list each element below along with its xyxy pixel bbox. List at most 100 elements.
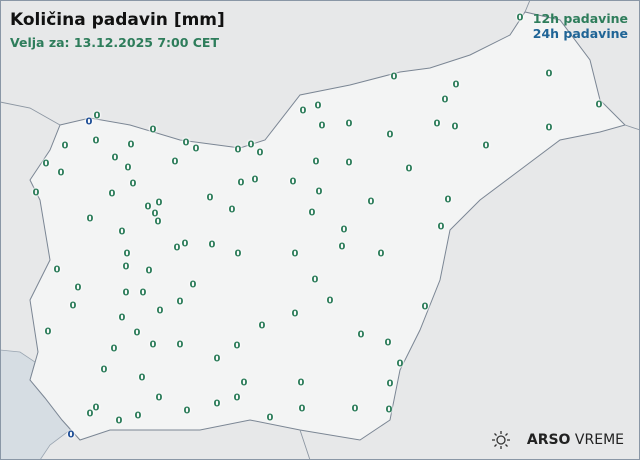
station-value-12h[interactable]: 0 <box>134 410 142 422</box>
station-value-12h[interactable]: 0 <box>266 412 274 424</box>
station-value-12h[interactable]: 0 <box>345 157 353 169</box>
station-value-12h[interactable]: 0 <box>338 241 346 253</box>
station-value-12h[interactable]: 0 <box>386 129 394 141</box>
station-value-12h[interactable]: 0 <box>291 308 299 320</box>
station-value-12h[interactable]: 0 <box>182 137 190 149</box>
station-value-12h[interactable]: 0 <box>234 144 242 156</box>
station-value-12h[interactable]: 0 <box>367 196 375 208</box>
station-value-12h[interactable]: 0 <box>340 224 348 236</box>
station-value-12h[interactable]: 0 <box>44 326 52 338</box>
station-value-12h[interactable]: 0 <box>57 167 65 179</box>
station-value-12h[interactable]: 0 <box>318 120 326 132</box>
station-value-24h[interactable]: 0 <box>67 429 75 441</box>
station-value-12h[interactable]: 0 <box>93 110 101 122</box>
station-value-12h[interactable]: 0 <box>377 248 385 260</box>
station-value-12h[interactable]: 0 <box>345 118 353 130</box>
station-value-12h[interactable]: 0 <box>247 139 255 151</box>
station-value-12h[interactable]: 0 <box>311 274 319 286</box>
station-value-12h[interactable]: 0 <box>437 221 445 233</box>
station-value-12h[interactable]: 0 <box>86 213 94 225</box>
station-value-12h[interactable]: 0 <box>115 415 123 427</box>
station-value-12h[interactable]: 0 <box>32 187 40 199</box>
station-value-12h[interactable]: 0 <box>206 192 214 204</box>
station-value-12h[interactable]: 0 <box>155 392 163 404</box>
station-value-12h[interactable]: 0 <box>240 377 248 389</box>
station-value-12h[interactable]: 0 <box>111 152 119 164</box>
station-value-12h[interactable]: 0 <box>122 261 130 273</box>
station-value-12h[interactable]: 0 <box>100 364 108 376</box>
station-value-12h[interactable]: 0 <box>251 174 259 186</box>
station-value-12h[interactable]: 0 <box>86 408 94 420</box>
station-value-12h[interactable]: 0 <box>405 163 413 175</box>
station-value-12h[interactable]: 0 <box>92 402 100 414</box>
station-value-12h[interactable]: 0 <box>139 287 147 299</box>
station-value-12h[interactable]: 0 <box>149 339 157 351</box>
station-value-12h[interactable]: 0 <box>213 353 221 365</box>
station-value-12h[interactable]: 0 <box>595 99 603 111</box>
station-value-12h[interactable]: 0 <box>133 327 141 339</box>
station-value-12h[interactable]: 0 <box>192 143 200 155</box>
station-value-12h[interactable]: 0 <box>181 238 189 250</box>
station-value-12h[interactable]: 0 <box>138 372 146 384</box>
station-value-12h[interactable]: 0 <box>122 287 130 299</box>
station-value-12h[interactable]: 0 <box>155 197 163 209</box>
station-value-12h[interactable]: 0 <box>208 239 216 251</box>
station-value-12h[interactable]: 0 <box>234 248 242 260</box>
station-value-12h[interactable]: 0 <box>108 188 116 200</box>
station-value-12h[interactable]: 0 <box>441 94 449 106</box>
station-value-12h[interactable]: 0 <box>396 358 404 370</box>
station-value-12h[interactable]: 0 <box>452 79 460 91</box>
station-value-24h[interactable]: 0 <box>85 116 93 128</box>
station-value-12h[interactable]: 0 <box>173 242 181 254</box>
station-value-12h[interactable]: 0 <box>144 201 152 213</box>
station-value-12h[interactable]: 0 <box>390 71 398 83</box>
station-value-12h[interactable]: 0 <box>386 378 394 390</box>
station-value-12h[interactable]: 0 <box>124 162 132 174</box>
station-value-12h[interactable]: 0 <box>176 296 184 308</box>
station-value-12h[interactable]: 0 <box>233 392 241 404</box>
station-value-12h[interactable]: 0 <box>118 226 126 238</box>
station-value-12h[interactable]: 0 <box>69 300 77 312</box>
station-value-12h[interactable]: 0 <box>156 305 164 317</box>
station-value-12h[interactable]: 0 <box>384 337 392 349</box>
station-value-12h[interactable]: 0 <box>53 264 61 276</box>
station-value-12h[interactable]: 0 <box>171 156 179 168</box>
station-value-12h[interactable]: 0 <box>297 377 305 389</box>
station-value-12h[interactable]: 0 <box>482 140 490 152</box>
station-value-12h[interactable]: 0 <box>256 147 264 159</box>
station-value-12h[interactable]: 0 <box>289 176 297 188</box>
station-value-12h[interactable]: 0 <box>451 121 459 133</box>
station-value-12h[interactable]: 0 <box>315 186 323 198</box>
station-value-12h[interactable]: 0 <box>258 320 266 332</box>
station-value-12h[interactable]: 0 <box>314 100 322 112</box>
station-value-12h[interactable]: 0 <box>129 178 137 190</box>
station-value-12h[interactable]: 0 <box>118 312 126 324</box>
station-value-12h[interactable]: 0 <box>110 343 118 355</box>
station-value-12h[interactable]: 0 <box>123 248 131 260</box>
station-value-12h[interactable]: 0 <box>92 135 100 147</box>
station-value-12h[interactable]: 0 <box>545 122 553 134</box>
station-value-12h[interactable]: 0 <box>421 301 429 313</box>
station-value-12h[interactable]: 0 <box>444 194 452 206</box>
station-value-12h[interactable]: 0 <box>385 404 393 416</box>
station-value-12h[interactable]: 0 <box>357 329 365 341</box>
station-value-12h[interactable]: 0 <box>74 282 82 294</box>
station-value-12h[interactable]: 0 <box>145 265 153 277</box>
station-value-12h[interactable]: 0 <box>545 68 553 80</box>
station-value-12h[interactable]: 0 <box>351 403 359 415</box>
station-value-12h[interactable]: 0 <box>154 216 162 228</box>
station-value-12h[interactable]: 0 <box>228 204 236 216</box>
station-value-12h[interactable]: 0 <box>213 398 221 410</box>
station-value-12h[interactable]: 0 <box>516 12 524 24</box>
station-value-12h[interactable]: 0 <box>189 279 197 291</box>
station-value-12h[interactable]: 0 <box>326 295 334 307</box>
station-value-12h[interactable]: 0 <box>149 124 157 136</box>
station-value-12h[interactable]: 0 <box>433 118 441 130</box>
station-value-12h[interactable]: 0 <box>237 177 245 189</box>
station-value-12h[interactable]: 0 <box>233 340 241 352</box>
station-value-12h[interactable]: 0 <box>298 403 306 415</box>
station-value-12h[interactable]: 0 <box>312 156 320 168</box>
station-value-12h[interactable]: 0 <box>291 248 299 260</box>
station-value-12h[interactable]: 0 <box>176 339 184 351</box>
